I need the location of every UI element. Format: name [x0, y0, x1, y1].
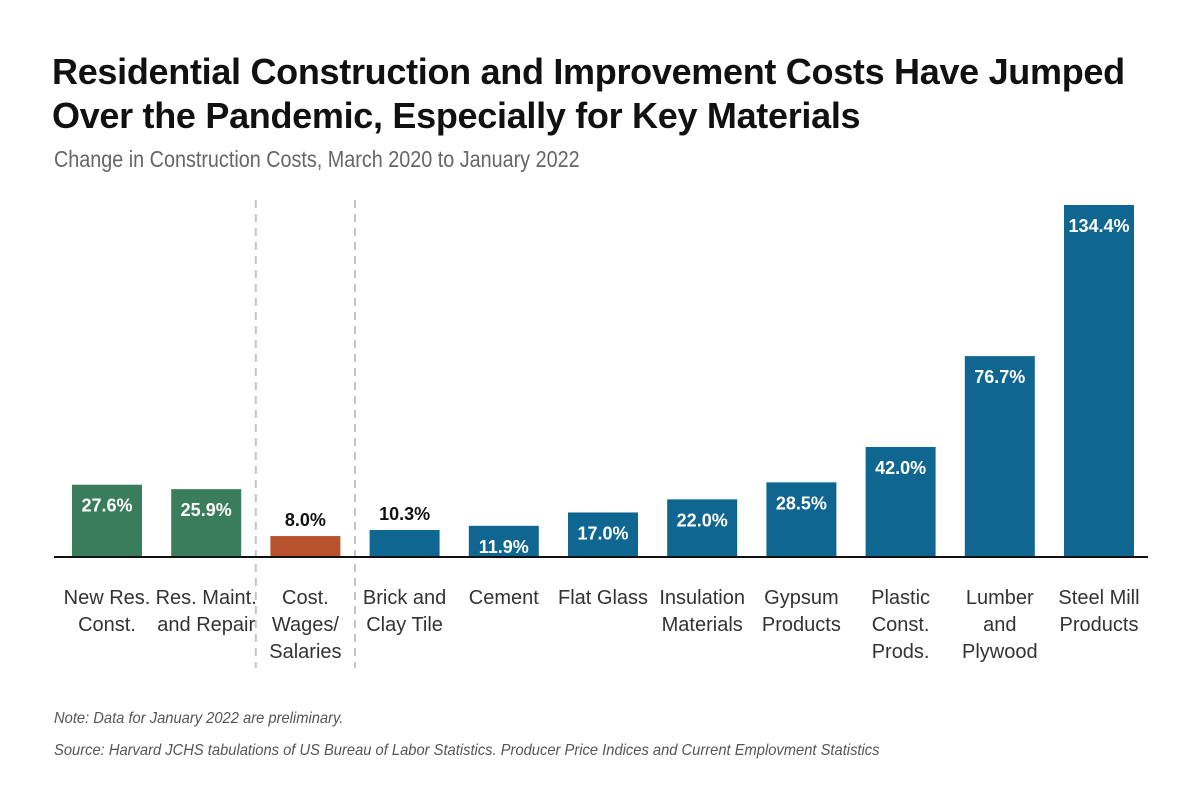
category-label: Lumber and Plywood: [962, 587, 1038, 663]
data-label: 8.0%: [285, 510, 326, 530]
data-label: 25.9%: [181, 500, 232, 520]
bar: [766, 482, 837, 557]
data-label: 28.5%: [776, 493, 827, 513]
chart-subtitle: Change in Construction Costs, March 2020…: [54, 146, 580, 172]
data-label: 76.7%: [974, 367, 1025, 387]
bar: [369, 530, 440, 557]
category-label: Brick and Clay Tile: [363, 587, 446, 636]
category-label: New Res. Const.: [64, 587, 151, 636]
bar: [270, 536, 341, 557]
data-label: 22.0%: [677, 510, 728, 530]
data-label: 10.3%: [379, 504, 430, 524]
category-label: Gypsum Products: [762, 587, 841, 636]
data-label: 17.0%: [577, 523, 628, 543]
chart-note: Note: Data for January 2022 are prelimin…: [54, 710, 344, 727]
bar: [964, 356, 1035, 557]
data-label: 27.6%: [81, 496, 132, 516]
data-label: 42.0%: [875, 458, 926, 478]
category-label: Cost. Wages/Salaries: [269, 587, 341, 663]
bar: [568, 512, 638, 557]
bar: [1064, 205, 1134, 557]
chart-source: Source: Harvard JCHS tabulations of US B…: [54, 742, 880, 759]
bar: [865, 447, 936, 557]
bar: [72, 484, 142, 557]
category-label: Steel Mill Products: [1058, 587, 1139, 636]
bar: [468, 525, 539, 557]
data-label: 11.9%: [479, 537, 529, 557]
category-label: Cement: [469, 587, 539, 609]
bar: [667, 499, 738, 557]
category-label: Insulation Materials: [659, 587, 745, 636]
bar-chart: 27.6% New Res. Const. 25.9% Res. Maint. and R…: [54, 200, 1148, 668]
category-label: Flat Glass: [558, 587, 648, 609]
category-label: Plastic Const. Prods.: [871, 587, 930, 663]
data-label: 134.4%: [1068, 216, 1129, 236]
chart-title: Residential Construction and Improvement…: [52, 51, 1125, 136]
category-label: Res. Maint. and Repair: [156, 587, 257, 636]
bar: [171, 489, 242, 557]
